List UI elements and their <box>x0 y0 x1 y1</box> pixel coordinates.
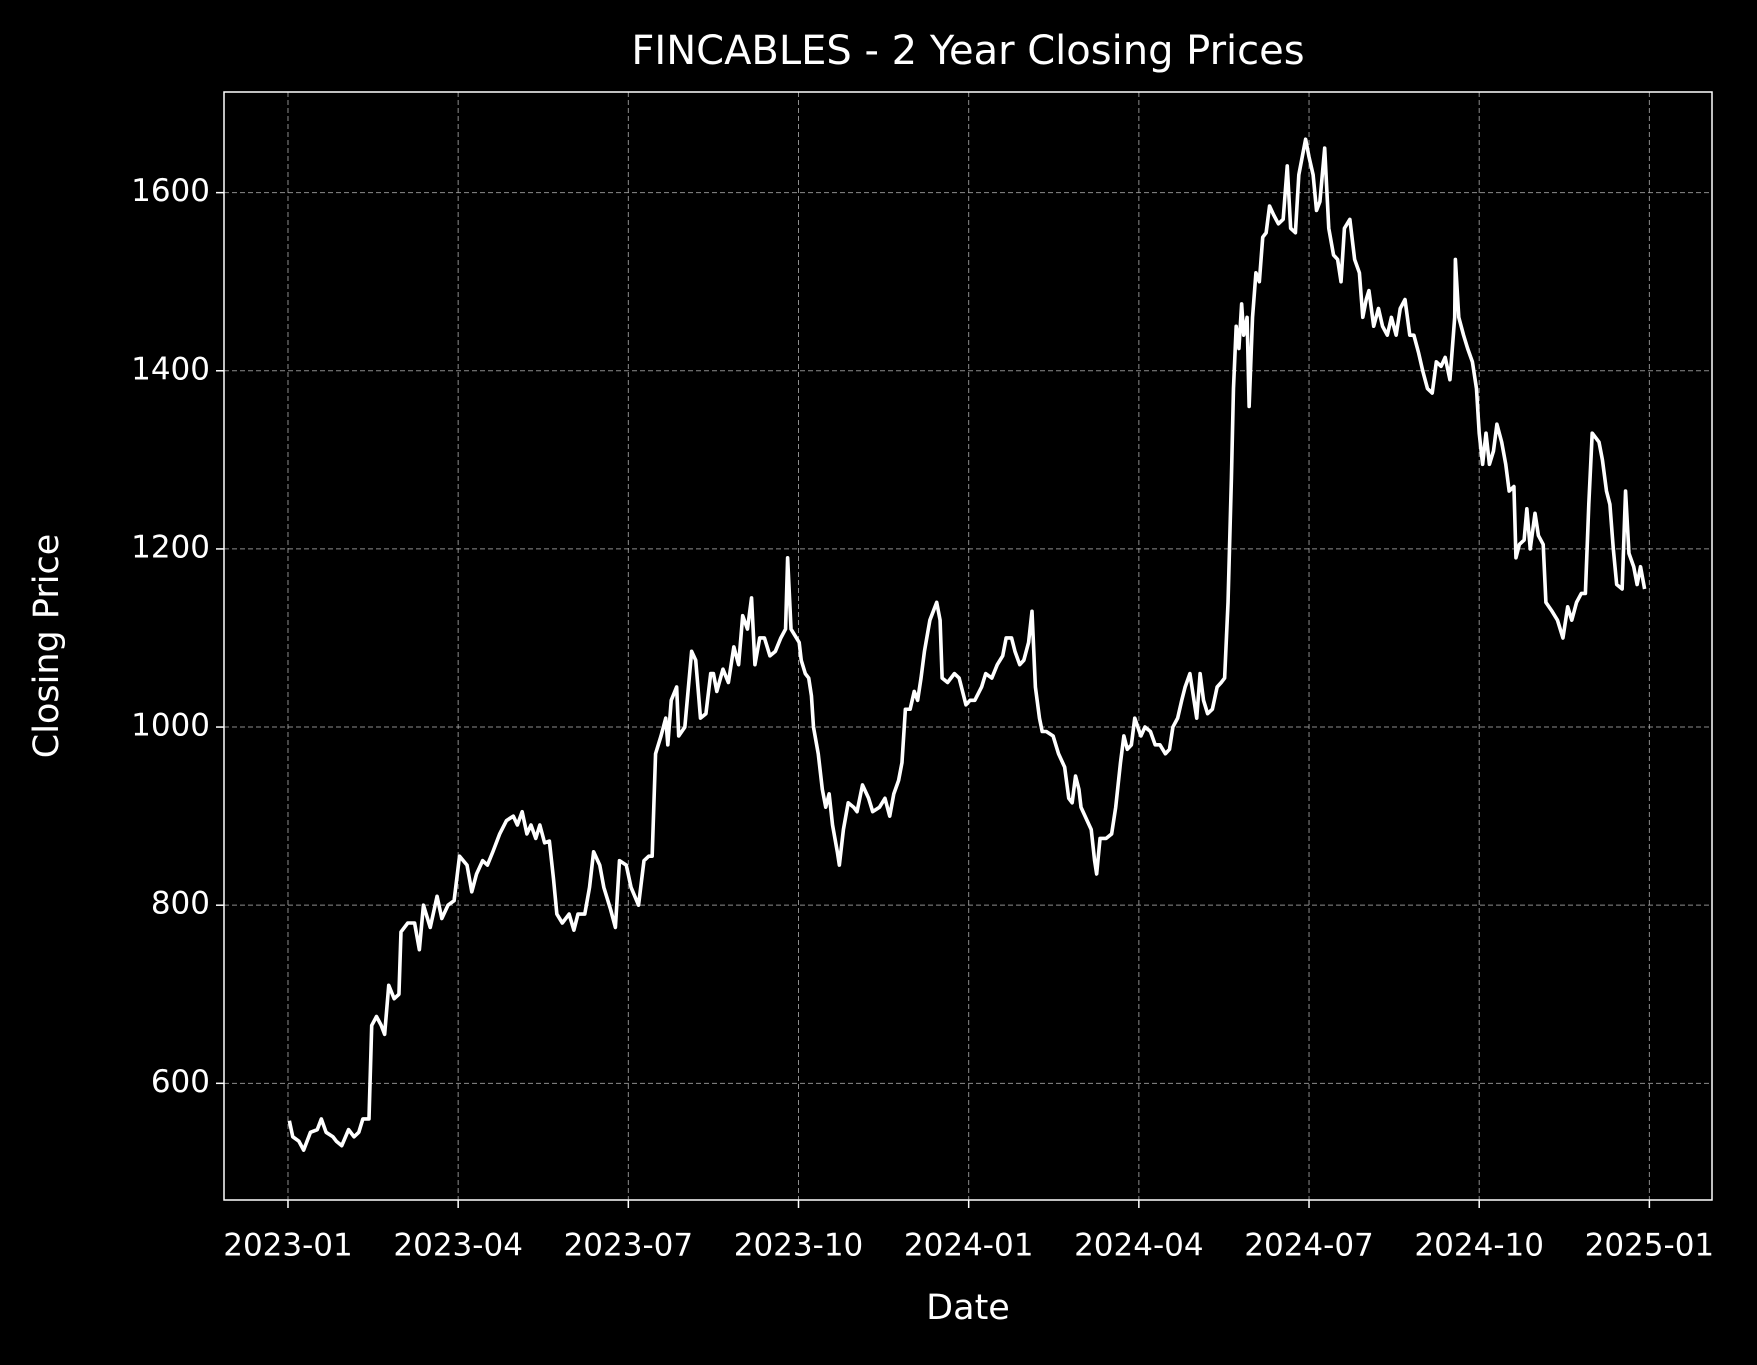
x-tick-label: 2023-07 <box>564 1228 694 1264</box>
plot-frame <box>223 91 1713 1201</box>
x-tick-label: 2024-04 <box>1074 1228 1204 1264</box>
y-tick-label: 1600 <box>131 173 210 209</box>
x-axis-label: Date <box>926 1288 1010 1328</box>
x-tick-label: 2025-01 <box>1585 1228 1715 1264</box>
price-line <box>287 137 1647 1152</box>
x-tick-label: 2024-07 <box>1244 1228 1374 1264</box>
chart-title: FINCABLES - 2 Year Closing Prices <box>631 28 1304 74</box>
y-tick-label: 1000 <box>131 708 210 744</box>
x-tick-label: 2024-01 <box>904 1228 1034 1264</box>
y-tick-label: 1200 <box>131 529 210 565</box>
y-tick-label: 600 <box>151 1064 210 1100</box>
x-tick-label: 2023-01 <box>223 1228 353 1264</box>
x-tick-label: 2023-10 <box>734 1228 864 1264</box>
y-axis-label: Closing Price <box>27 534 67 758</box>
y-tick-label: 1400 <box>131 351 210 387</box>
y-tick-label: 800 <box>151 886 210 922</box>
x-tick-label: 2024-10 <box>1414 1228 1544 1264</box>
x-tick-label: 2023-04 <box>393 1228 523 1264</box>
